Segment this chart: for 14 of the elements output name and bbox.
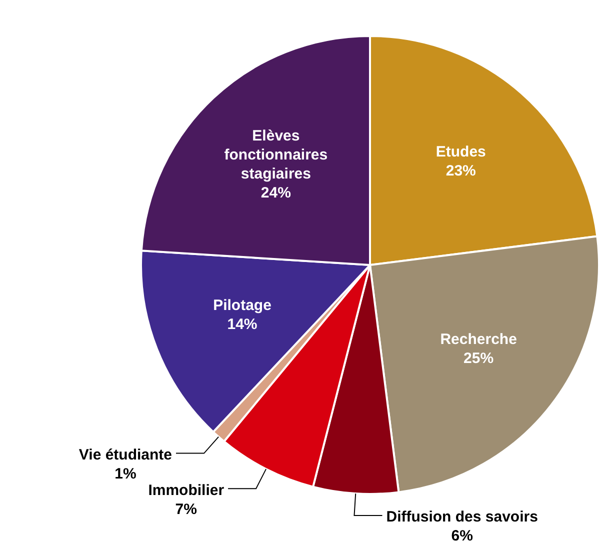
data-label: 6% [451, 528, 473, 545]
slice-label: Immobilier [148, 482, 224, 499]
slice-label: Pilotage [213, 297, 272, 314]
data-label: 1% [114, 465, 136, 482]
data-label: 7% [175, 500, 197, 518]
slice-label: Recherche [440, 330, 517, 348]
slice-label: Vie étudiante [78, 446, 172, 464]
data-label: 23% [446, 162, 476, 180]
data-label: 25% [464, 350, 494, 367]
slice-label: Elèves fonctionnaires stagiaires [224, 127, 328, 182]
slice-label: Diffusion des savoirs [386, 508, 538, 526]
data-label: 14% [227, 316, 258, 334]
data-label: 24% [260, 184, 291, 202]
slice-label: Etudes [436, 144, 486, 161]
